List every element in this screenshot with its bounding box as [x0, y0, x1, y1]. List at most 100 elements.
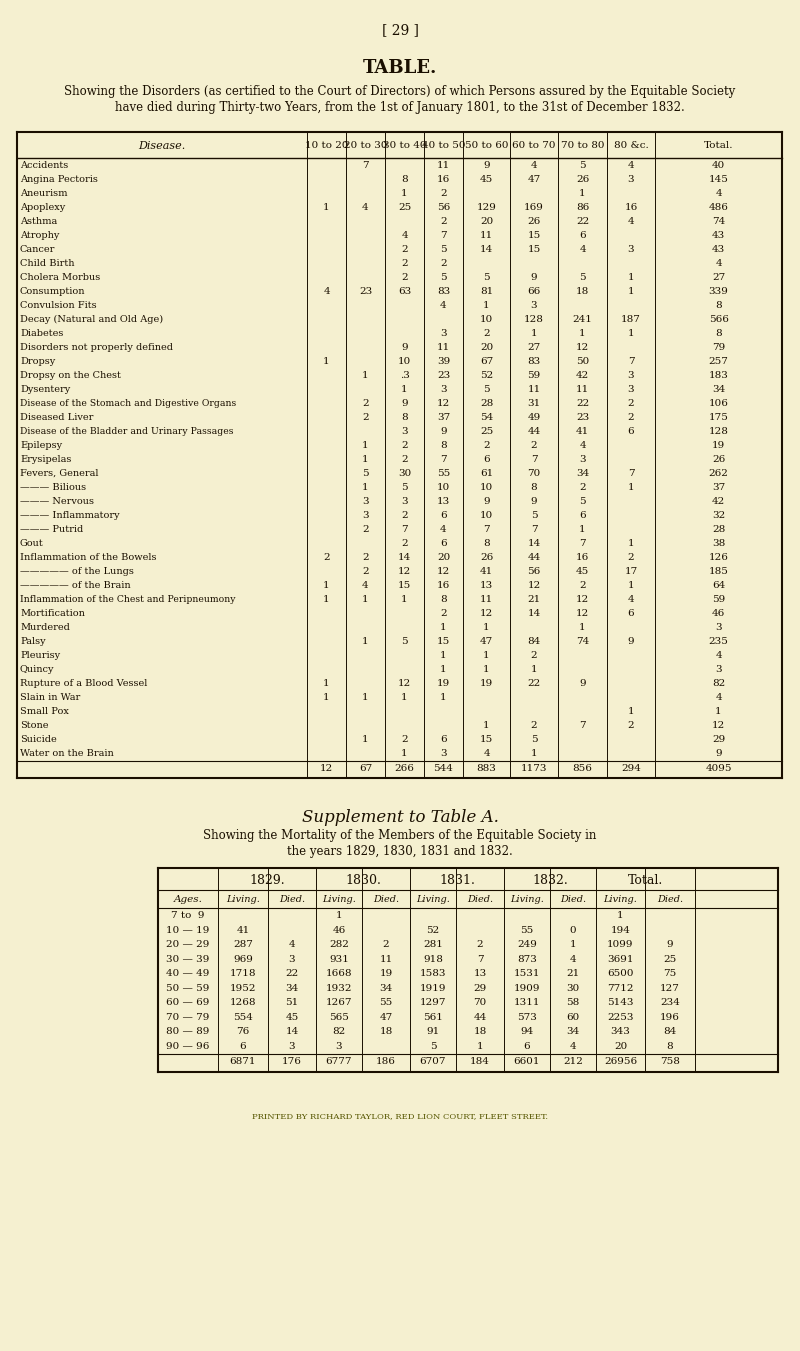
Text: 2: 2: [440, 259, 447, 267]
Text: 1: 1: [579, 623, 586, 632]
Text: have died during Thirty-two Years, from the 1st of January 1801, to the 31st of : have died during Thirty-two Years, from …: [115, 101, 685, 115]
Text: 3: 3: [440, 748, 447, 758]
Text: 4095: 4095: [706, 765, 732, 773]
Text: Living.: Living.: [322, 896, 356, 905]
Text: 2: 2: [382, 940, 390, 950]
Text: 183: 183: [709, 372, 729, 380]
Text: 4: 4: [440, 301, 447, 309]
Text: 287: 287: [233, 940, 253, 950]
Text: 20: 20: [437, 553, 450, 562]
Text: 1: 1: [440, 693, 447, 703]
Text: 1832.: 1832.: [532, 874, 568, 886]
Text: 5: 5: [483, 385, 490, 394]
Text: 59: 59: [712, 594, 725, 604]
Text: 6: 6: [579, 231, 586, 240]
Text: 20 to 30: 20 to 30: [344, 142, 387, 150]
Text: 34: 34: [576, 469, 589, 478]
Text: 2: 2: [483, 330, 490, 338]
Text: 212: 212: [563, 1058, 583, 1066]
Text: Diseased Liver: Diseased Liver: [20, 413, 94, 422]
Text: 6: 6: [483, 455, 490, 463]
Text: 67: 67: [480, 357, 493, 366]
Text: 6: 6: [440, 735, 447, 744]
Text: 70 — 79: 70 — 79: [166, 1013, 210, 1021]
Text: 1830.: 1830.: [345, 874, 381, 886]
Text: 4: 4: [530, 161, 538, 170]
Text: Aneurism: Aneurism: [20, 189, 67, 199]
Text: 15: 15: [437, 638, 450, 646]
Text: 1909: 1909: [514, 984, 540, 993]
Text: 126: 126: [709, 553, 729, 562]
Text: 12: 12: [712, 721, 725, 730]
Text: 1: 1: [362, 440, 369, 450]
Text: 6707: 6707: [420, 1058, 446, 1066]
Text: 1: 1: [323, 203, 330, 212]
Text: 1: 1: [440, 665, 447, 674]
Text: Rupture of a Blood Vessel: Rupture of a Blood Vessel: [20, 680, 147, 688]
Text: 43: 43: [712, 245, 725, 254]
Text: 1: 1: [715, 707, 722, 716]
Text: 1: 1: [362, 484, 369, 492]
Text: 1583: 1583: [420, 969, 446, 978]
Text: 10: 10: [398, 357, 411, 366]
Text: 34: 34: [286, 984, 298, 993]
Text: 14: 14: [527, 539, 541, 549]
Text: 856: 856: [573, 765, 593, 773]
Text: 79: 79: [712, 343, 725, 353]
Text: ————— of the Brain: ————— of the Brain: [20, 581, 130, 590]
Text: 4: 4: [362, 581, 369, 590]
Text: 106: 106: [709, 399, 729, 408]
Text: 94: 94: [520, 1027, 534, 1036]
Text: 12: 12: [527, 581, 541, 590]
Text: 3: 3: [289, 1042, 295, 1051]
Text: 266: 266: [394, 765, 414, 773]
Text: 7: 7: [440, 231, 447, 240]
Text: 55: 55: [379, 998, 393, 1008]
Text: 2: 2: [362, 567, 369, 576]
Text: 4: 4: [401, 231, 408, 240]
Text: 7: 7: [440, 455, 447, 463]
Text: 3: 3: [579, 455, 586, 463]
Text: 1952: 1952: [230, 984, 256, 993]
Text: 12: 12: [576, 343, 589, 353]
Text: 1: 1: [323, 594, 330, 604]
Text: 2: 2: [440, 189, 447, 199]
Text: 1: 1: [323, 680, 330, 688]
Text: 7: 7: [628, 357, 634, 366]
Text: 16: 16: [624, 203, 638, 212]
Text: 2: 2: [530, 721, 538, 730]
Text: 11: 11: [437, 161, 450, 170]
Text: 20: 20: [614, 1042, 627, 1051]
Text: 12: 12: [437, 567, 450, 576]
Text: 61: 61: [480, 469, 493, 478]
Text: 15: 15: [398, 581, 411, 590]
Text: Living.: Living.: [226, 896, 260, 905]
Text: 1: 1: [617, 912, 624, 920]
Text: 59: 59: [527, 372, 541, 380]
Text: 14: 14: [480, 245, 493, 254]
Text: 11: 11: [480, 231, 493, 240]
Text: 281: 281: [423, 940, 443, 950]
Text: 918: 918: [423, 955, 443, 963]
Text: 23: 23: [437, 372, 450, 380]
Text: 8: 8: [401, 176, 408, 184]
Text: 12: 12: [320, 765, 333, 773]
Text: 22: 22: [286, 969, 298, 978]
Text: Slain in War: Slain in War: [20, 693, 80, 703]
Text: Angina Pectoris: Angina Pectoris: [20, 176, 98, 184]
Text: 45: 45: [576, 567, 589, 576]
Text: 4: 4: [579, 440, 586, 450]
Text: 70 to 80: 70 to 80: [561, 142, 604, 150]
Text: 5: 5: [530, 735, 538, 744]
Text: 2: 2: [401, 245, 408, 254]
Text: 50 — 59: 50 — 59: [166, 984, 210, 993]
Text: 49: 49: [527, 413, 541, 422]
Text: 30: 30: [398, 469, 411, 478]
Text: 169: 169: [524, 203, 544, 212]
Text: 2: 2: [579, 581, 586, 590]
Text: 15: 15: [527, 245, 541, 254]
Text: 1668: 1668: [326, 969, 352, 978]
Text: 11: 11: [379, 955, 393, 963]
Text: 22: 22: [527, 680, 541, 688]
Text: 8: 8: [440, 440, 447, 450]
